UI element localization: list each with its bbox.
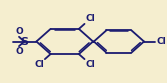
Text: Cl: Cl <box>85 60 95 69</box>
Text: O: O <box>15 47 23 56</box>
Text: Cl: Cl <box>34 60 44 69</box>
Text: O: O <box>15 27 23 36</box>
Text: Cl: Cl <box>85 14 95 23</box>
Text: Cl: Cl <box>156 37 166 46</box>
Text: S: S <box>20 37 28 46</box>
